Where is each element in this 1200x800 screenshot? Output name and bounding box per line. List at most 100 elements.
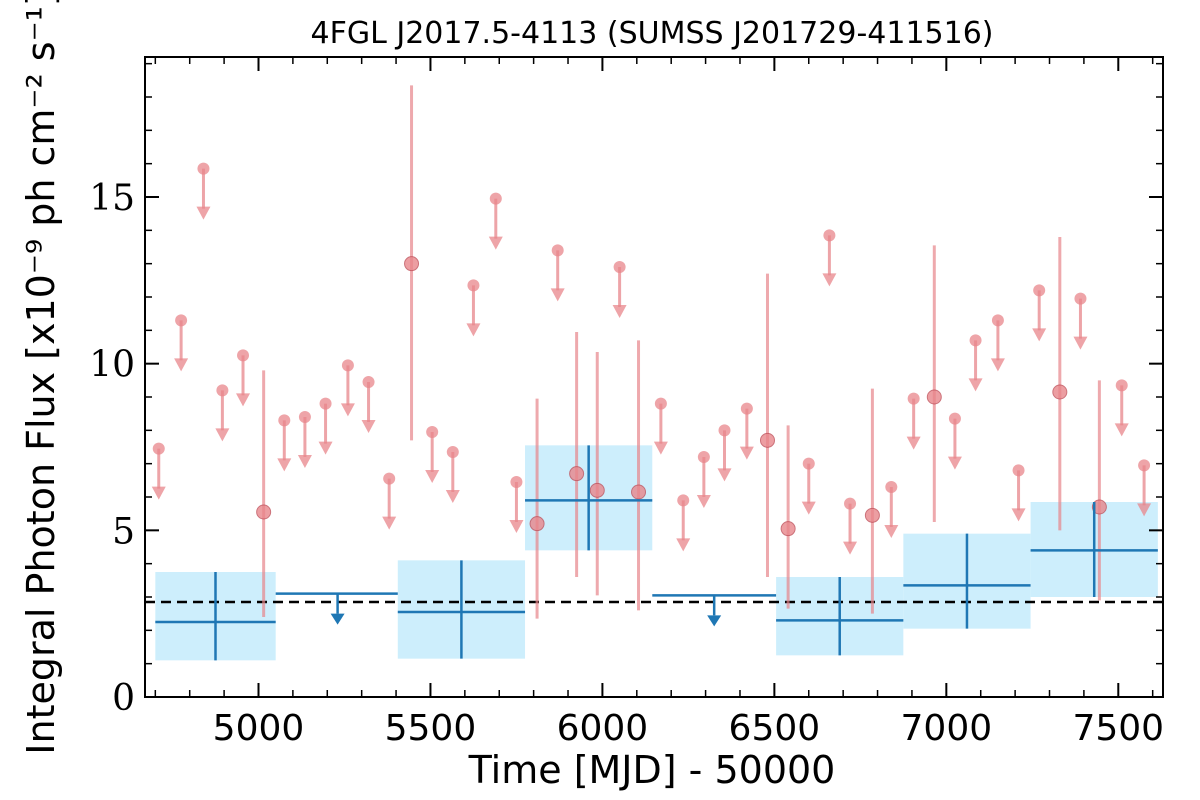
short-bin-ul-arrow	[340, 403, 355, 417]
short-bin-ul-arrow	[445, 490, 460, 503]
short-bin-ul-arrow	[151, 486, 166, 500]
short-bin-ul-arrow	[297, 455, 312, 468]
short-bin-ul-arrow	[968, 378, 983, 392]
short-bin-ul-arrow	[277, 458, 292, 472]
y-tick-label: 15	[89, 178, 135, 219]
short-bin-ul-arrow	[990, 358, 1005, 372]
axis-ticks: 5000 5500 6000 6500 7000 7500 0 5 10 15	[89, 57, 1164, 749]
short-bin-ul-point	[489, 192, 502, 205]
short-bin-point	[759, 432, 775, 448]
short-bin-ul-point	[844, 497, 857, 510]
short-bin-ul-arrow	[906, 436, 921, 450]
short-bin-ul-point	[613, 261, 626, 273]
short-bin-ul-arrow	[425, 470, 440, 483]
short-bin-ul-arrow	[696, 495, 711, 508]
short-bin-ul-point	[510, 476, 523, 488]
short-bin-ul-arrow	[1011, 508, 1026, 522]
short-bin-point	[589, 482, 605, 498]
short-bin-ul-point	[383, 472, 396, 485]
short-bin-ul-point	[237, 349, 250, 362]
short-bin-ul-point	[697, 451, 710, 463]
short-bin-ul-point	[802, 457, 815, 470]
short-bin-points	[151, 85, 1152, 619]
short-bin-ul-point	[1074, 292, 1087, 305]
short-bin-ul-arrow	[488, 236, 503, 250]
short-bin-point	[864, 507, 880, 523]
short-bin-ul-arrow	[947, 456, 962, 470]
short-bin-point	[631, 484, 647, 500]
short-bin-ul-point	[991, 314, 1004, 327]
short-bin-point	[926, 389, 942, 405]
short-bin-ul-arrow	[717, 468, 732, 482]
short-bin-ul-arrow	[361, 420, 376, 433]
short-bin-ul-arrow	[1032, 328, 1047, 342]
short-bin-ul-point	[298, 411, 311, 423]
plot-frame-border	[144, 56, 1164, 698]
short-bin-ul-arrow	[466, 323, 481, 337]
short-bin-ul-point	[446, 446, 459, 458]
x-tick-label: 5000	[213, 708, 305, 749]
short-bin-point	[404, 256, 420, 272]
short-bin-ul-arrow	[550, 288, 565, 302]
short-bin-ul-arrow	[884, 525, 899, 538]
short-bin-ul-point	[175, 314, 188, 327]
short-bin-ul-point	[948, 412, 961, 425]
short-bin-ul-point	[216, 384, 229, 397]
short-bin-ul-point	[1115, 379, 1128, 392]
short-bin-ul-point	[969, 334, 982, 347]
short-bin-ul-point	[823, 229, 836, 242]
short-bin-ul-arrow	[215, 428, 230, 442]
short-bin-ul-arrow	[1137, 503, 1152, 517]
short-bin-ul-arrow	[236, 393, 251, 407]
short-bin-ul-point	[1138, 459, 1151, 472]
short-bin-ul-point	[1012, 464, 1025, 477]
short-bin-point	[569, 466, 585, 482]
short-bin-ul-point	[362, 376, 375, 388]
short-bin-ul-arrow	[196, 206, 211, 220]
short-bin-ul-arrow	[382, 516, 397, 530]
short-bin-ul-arrow	[653, 441, 668, 455]
short-bin-ul-arrow	[318, 441, 333, 455]
y-tick-label: 10	[89, 345, 135, 386]
short-bin-point	[256, 504, 272, 520]
short-bin-ul-point	[319, 397, 332, 410]
short-bin-ul-point	[1033, 284, 1046, 297]
short-bin-ul-arrow	[822, 273, 837, 287]
short-bin-ul-point	[426, 426, 439, 438]
x-tick-label: 6000	[557, 708, 649, 749]
short-bin-ul-point	[278, 414, 291, 427]
long-bin-points	[155, 445, 1158, 661]
short-bin-ul-point	[152, 442, 165, 455]
short-bin-ul-arrow	[1073, 336, 1088, 350]
plot-frame	[144, 56, 1164, 698]
x-tick-label: 7500	[1072, 708, 1164, 749]
short-bin-ul-point	[740, 402, 753, 415]
short-bin-ul-point	[341, 359, 354, 372]
short-bin-ul-point	[551, 244, 564, 257]
short-bin-ul-point	[907, 392, 920, 405]
short-bin-ul-point	[885, 481, 898, 493]
short-bin-ul-arrow	[843, 541, 858, 555]
y-tick-label: 5	[112, 511, 135, 552]
x-axis-label: Time [MJD] - 50000	[468, 748, 836, 792]
short-bin-point	[1091, 499, 1107, 515]
short-bin-ul-point	[467, 279, 480, 292]
y-tick-label: 0	[112, 678, 135, 719]
short-bin-ul-arrow	[739, 446, 754, 460]
short-bin-ul-arrow	[612, 305, 627, 318]
short-bin-ul-arrow	[801, 501, 816, 515]
short-bin-ul-point	[718, 424, 731, 437]
long-bin-ul-arrow	[330, 613, 345, 625]
short-bin-ul-arrow	[676, 538, 691, 552]
short-bin-ul-arrow	[1114, 423, 1129, 437]
short-bin-ul-point	[677, 494, 690, 507]
short-bin-point	[1052, 384, 1068, 400]
short-bin-point	[529, 516, 545, 532]
short-bin-ul-point	[197, 162, 210, 175]
short-bin-ul-arrow	[174, 358, 189, 372]
x-tick-label: 6500	[729, 708, 821, 749]
chart-title: 4FGL J2017.5-4113 (SUMSS J201729-411516)	[311, 16, 994, 51]
long-bin-ul-arrow	[707, 615, 722, 627]
long-bin-bands	[155, 445, 1158, 661]
